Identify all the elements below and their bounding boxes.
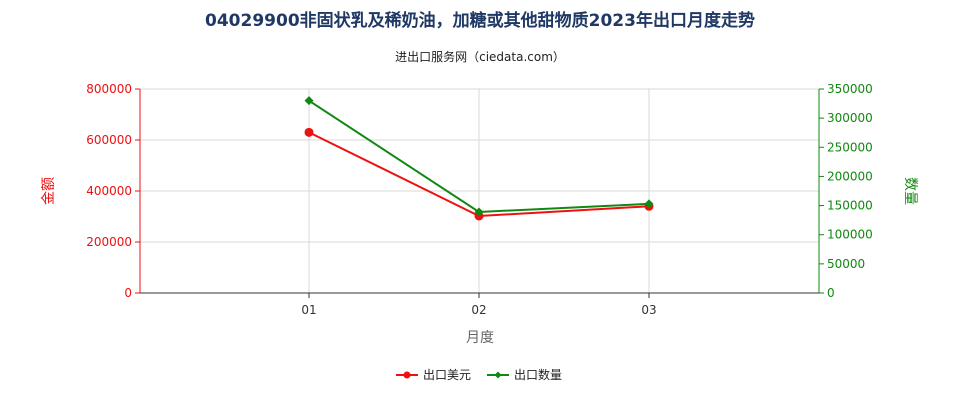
y-tick-label-right: 0 (827, 286, 835, 300)
data-point (304, 127, 314, 137)
y-tick-label-left: 600000 (86, 133, 132, 147)
legend-swatch-marker (494, 371, 502, 379)
series (304, 96, 654, 221)
y-tick-label-right: 100000 (827, 228, 873, 242)
data-point (304, 96, 314, 106)
y-tick-label-right: 300000 (827, 111, 873, 125)
chart-subtitle: 进出口服务网（ciedata.com） (395, 49, 565, 64)
data-point (474, 207, 484, 217)
grid (140, 88, 819, 293)
y-tick-label-left: 200000 (86, 235, 132, 249)
chart-title: 04029900非固状乳及稀奶油，加糖或其他甜物质2023年出口月度走势 (205, 10, 755, 31)
y-tick-label-right: 250000 (827, 140, 873, 154)
y-tick-label-right: 350000 (827, 82, 873, 96)
x-tick-label: 03 (641, 303, 656, 317)
axes: 0 200000 400000 600000 800000 0 50000 100000 150… (86, 82, 873, 317)
legend-label: 出口数量 (514, 367, 562, 382)
legend: 出口美元 出口数量 (396, 367, 562, 382)
y-axis-left-title: 金额 (41, 177, 57, 205)
y-tick-label-right: 50000 (827, 257, 865, 271)
y-tick-label-right: 200000 (827, 169, 873, 183)
y-tick-label-left: 400000 (86, 184, 132, 198)
y-tick-label-left: 0 (124, 286, 132, 300)
y-tick-label-left: 800000 (86, 82, 132, 96)
y-tick-label-right: 150000 (827, 199, 873, 213)
legend-swatch-marker (403, 371, 411, 379)
x-tick-label: 01 (301, 303, 316, 317)
y-axis-right-title: 数量 (902, 177, 918, 205)
data-point (644, 199, 654, 209)
legend-label: 出口美元 (423, 368, 471, 382)
x-tick-label: 02 (471, 303, 486, 317)
x-axis-title: 月度 (466, 330, 494, 346)
